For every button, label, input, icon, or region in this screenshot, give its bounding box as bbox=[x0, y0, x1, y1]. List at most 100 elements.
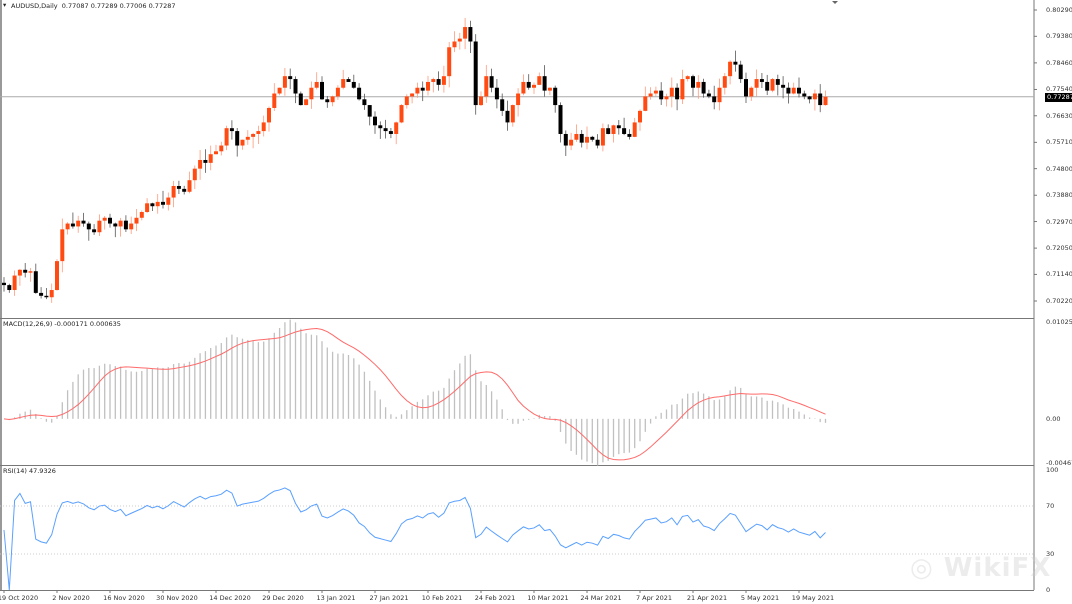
date-label: 27 Jan 2021 bbox=[369, 594, 409, 602]
date-label: 7 Apr 2021 bbox=[635, 594, 673, 602]
candle-bullish bbox=[415, 87, 420, 94]
rsi-tick-label: 100 bbox=[1046, 466, 1059, 474]
candle-bullish bbox=[717, 87, 722, 103]
candle-bearish bbox=[712, 96, 717, 103]
candle-bearish bbox=[86, 223, 91, 230]
candle-bearish bbox=[150, 203, 155, 207]
candle-bearish bbox=[807, 96, 812, 100]
candle-bearish bbox=[691, 76, 695, 88]
candle-bullish bbox=[770, 79, 775, 91]
candle-bullish bbox=[452, 41, 457, 48]
watermark-logo: ◎ WikiFX bbox=[910, 553, 1052, 583]
candle-bearish bbox=[701, 81, 706, 94]
candle-bullish bbox=[187, 180, 192, 192]
candle-bearish bbox=[759, 79, 764, 82]
candle-bullish bbox=[680, 79, 685, 100]
date-label: 30 Nov 2020 bbox=[156, 594, 198, 602]
candle-bearish bbox=[494, 87, 499, 100]
macd-tick-label: -0.004677 bbox=[1046, 459, 1072, 467]
macd-tick-label: 0.00 bbox=[1046, 414, 1061, 423]
candle-bullish bbox=[404, 96, 409, 106]
candle-bullish bbox=[335, 87, 340, 97]
candle-bullish bbox=[431, 79, 436, 82]
candle-bullish bbox=[17, 269, 22, 276]
date-label: 19 May 2021 bbox=[791, 594, 835, 602]
collapse-arrow-icon[interactable]: ▾ bbox=[3, 1, 7, 9]
candle-bearish bbox=[505, 110, 510, 123]
candle-bearish bbox=[2, 282, 6, 286]
candle-bullish bbox=[97, 220, 102, 233]
candle-bullish bbox=[251, 133, 256, 137]
candle-bearish bbox=[288, 76, 293, 80]
candle-bullish bbox=[145, 203, 150, 212]
candle-bullish bbox=[410, 93, 415, 97]
candle-bullish bbox=[134, 217, 139, 224]
candle-bearish bbox=[786, 87, 791, 94]
candle-bullish bbox=[330, 96, 335, 103]
candle-bullish bbox=[166, 197, 171, 205]
candle-bullish bbox=[728, 61, 733, 77]
candle-bearish bbox=[765, 81, 770, 91]
date-label: 16 Nov 2020 bbox=[103, 594, 145, 602]
candle-bullish bbox=[102, 217, 107, 221]
candle-bullish bbox=[532, 84, 536, 88]
candle-bearish bbox=[738, 64, 743, 80]
candle-bullish bbox=[685, 76, 690, 80]
candle-bullish bbox=[171, 185, 176, 198]
candle-bullish bbox=[426, 81, 430, 91]
candle-bullish bbox=[60, 229, 65, 262]
candle-bullish bbox=[214, 151, 218, 155]
candle-bullish bbox=[457, 38, 462, 42]
candle-bullish bbox=[55, 261, 59, 291]
candle-bearish bbox=[367, 105, 372, 117]
candle-bearish bbox=[388, 131, 393, 134]
candle-bearish bbox=[23, 269, 28, 273]
candle-bearish bbox=[489, 76, 494, 88]
candle-bullish bbox=[669, 87, 674, 97]
candle-bullish bbox=[245, 136, 250, 140]
rsi-label: RSI(14) 47.9326 bbox=[3, 467, 56, 475]
candle-bullish bbox=[653, 90, 658, 94]
candle-bearish bbox=[298, 93, 303, 106]
shift-marker-icon bbox=[832, 1, 838, 4]
date-label: 21 Apr 2021 bbox=[686, 594, 728, 602]
candle-bullish bbox=[643, 96, 648, 111]
date-label: 14 Dec 2020 bbox=[209, 594, 251, 602]
candle-bullish bbox=[791, 87, 796, 94]
candle-bearish bbox=[526, 81, 531, 88]
candle-bearish bbox=[500, 99, 505, 111]
date-label: 2 Nov 2020 bbox=[52, 594, 90, 602]
candle-bearish bbox=[659, 90, 664, 100]
candle-bullish bbox=[812, 93, 817, 100]
candle-bullish bbox=[76, 220, 81, 227]
candle-bearish bbox=[161, 201, 165, 205]
price-tick-label: 0.70220 bbox=[1046, 297, 1072, 305]
candle-bearish bbox=[563, 133, 568, 146]
candle-bullish bbox=[129, 223, 134, 230]
candle-bullish bbox=[277, 87, 282, 94]
candle-bearish bbox=[123, 220, 128, 230]
candle-bullish bbox=[722, 76, 727, 88]
candle-bearish bbox=[373, 116, 377, 126]
candle-bearish bbox=[293, 79, 298, 94]
candle-bearish bbox=[781, 84, 786, 88]
price-tick-label: 0.80290 bbox=[1046, 6, 1072, 14]
candle-bullish bbox=[267, 107, 271, 123]
price-tick-label: 0.72970 bbox=[1046, 217, 1072, 226]
candle-bearish bbox=[616, 125, 621, 129]
date-label: 13 Jan 2021 bbox=[316, 594, 356, 602]
candle-bullish bbox=[240, 139, 245, 146]
date-label: 29 Dec 2020 bbox=[262, 594, 304, 602]
ohlc-readout: 0.77087 0.77289 0.77006 0.77287 bbox=[61, 2, 176, 10]
candle-bearish bbox=[622, 128, 627, 134]
candle-bullish bbox=[479, 96, 483, 106]
candle-bullish bbox=[537, 76, 542, 85]
candle-bullish bbox=[49, 290, 54, 298]
candle-bearish bbox=[203, 159, 208, 163]
candle-bullish bbox=[754, 79, 759, 88]
macd-tick-label: 0.010257 bbox=[1046, 318, 1072, 326]
price-tick-label: 0.73880 bbox=[1046, 191, 1072, 200]
candle-bullish bbox=[516, 93, 521, 106]
candle-bullish bbox=[484, 76, 489, 97]
